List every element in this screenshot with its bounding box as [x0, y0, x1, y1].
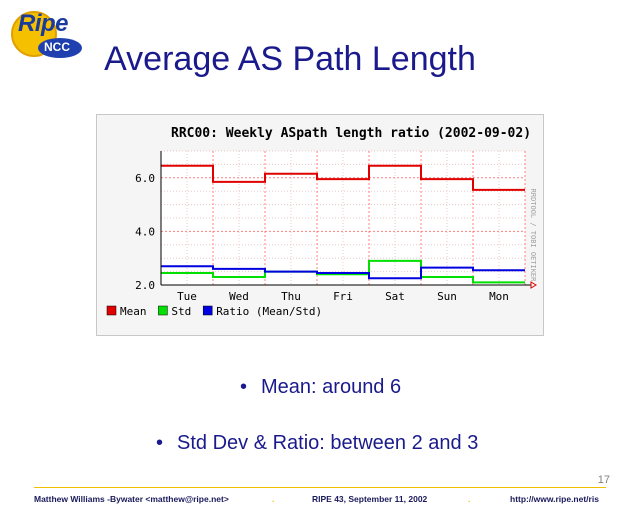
x-axis-arrow-icon	[530, 281, 537, 289]
chart-title: RRC00: Weekly ASpath length ratio (2002-…	[171, 126, 531, 141]
chart-legend: Mean Std Ratio (Mean/Std)	[106, 305, 322, 318]
y-tick-label: 2.0	[135, 279, 155, 292]
slide-title: Average AS Path Length	[0, 40, 640, 79]
series-line-mean	[161, 164, 525, 191]
x-tick-label: Wed	[229, 290, 249, 303]
page-number: 17	[597, 474, 610, 486]
x-tick-label: Tue	[177, 290, 197, 303]
rrdtool-credit: RRDTOOL / TOBI OETIKER	[529, 189, 537, 283]
x-tick-label: Fri	[333, 290, 353, 303]
logo-sun-icon	[11, 11, 82, 58]
bullet-dot: •	[156, 432, 164, 454]
bullet-dot: •	[240, 376, 248, 398]
footer-author: Matthew Williams -Bywater <matthew@ripe.…	[34, 494, 229, 504]
logo-ripe-text: Ripe	[18, 10, 69, 37]
logo-ncc-text: NCC	[44, 40, 70, 54]
grid	[160, 150, 526, 286]
chart-svg: RRC00: Weekly ASpath length ratio (2002-…	[103, 121, 539, 331]
bullet-mean: • Mean: around 6	[240, 376, 401, 399]
y-tick-label: 6.0	[135, 172, 155, 185]
slide-title-text: Average AS Path Length	[104, 40, 476, 78]
legend-label: Ratio (Mean/Std)	[216, 305, 322, 318]
footer-separator: .	[272, 494, 275, 504]
bullet-std-ratio-text: Std Dev & Ratio: between 2 and 3	[177, 432, 479, 454]
footer-url[interactable]: http://www.ripe.net/ris	[510, 494, 599, 504]
series-group	[161, 164, 525, 284]
x-tick-label: Thu	[281, 290, 301, 303]
series-line-std	[161, 259, 525, 284]
legend-swatch	[158, 305, 168, 316]
footer-divider	[34, 487, 606, 488]
legend-label: Mean	[120, 305, 147, 318]
series-line-ratio	[161, 265, 525, 280]
y-tick-label: 4.0	[135, 225, 155, 238]
x-tick-label: Sun	[437, 290, 457, 303]
legend-swatch	[106, 305, 117, 316]
chart-frame: RRC00: Weekly ASpath length ratio (2002-…	[96, 114, 544, 336]
x-tick-label: Mon	[489, 290, 509, 303]
axes: 6.0 4.0 2.0 Tue Wed Thu Fri Sat Sun Mon	[135, 151, 537, 303]
bullet-std-ratio: • Std Dev & Ratio: between 2 and 3	[156, 432, 478, 455]
bullet-mean-text: Mean: around 6	[261, 376, 402, 398]
legend-label: Std	[171, 305, 191, 318]
legend-swatch	[202, 305, 213, 316]
ripe-ncc-logo: Ripe NCC	[4, 4, 94, 68]
footer-separator: .	[468, 494, 471, 504]
footer-event: RIPE 43, September 11, 2002	[312, 494, 428, 504]
x-tick-label: Sat	[385, 290, 405, 303]
